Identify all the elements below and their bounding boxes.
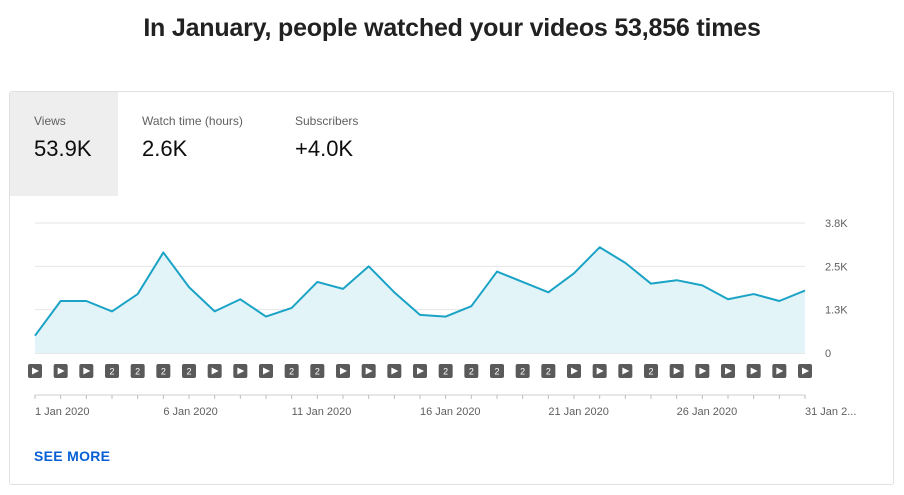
see-more-link[interactable]: SEE MORE [34, 448, 111, 464]
marker-count: 2 [520, 367, 525, 377]
play-icon [776, 367, 784, 375]
analytics-card: Views 53.9K Watch time (hours) 2.6K Subs… [9, 91, 894, 485]
tab-subscribers-label: Subscribers [295, 114, 359, 128]
y-tick-label: 1.3K [825, 305, 848, 317]
views-chart: 01.3K2.5K3.8K2 2 2 2 2 2 2 2 2 2 2 21 Jan 2020 6 Jan… [28, 218, 856, 418]
x-tick-label: 6 Jan 2020 [163, 406, 217, 418]
multiple-videos-marker[interactable] [515, 364, 530, 378]
play-icon [237, 367, 245, 375]
multiple-videos-marker[interactable] [541, 364, 556, 378]
marker-count: 2 [186, 367, 191, 377]
play-icon [802, 367, 809, 375]
play-icon [211, 367, 219, 375]
play-icon [32, 367, 39, 375]
multiple-videos-marker[interactable] [310, 364, 325, 378]
play-icon [391, 367, 399, 375]
x-tick-label: 21 Jan 2020 [548, 406, 609, 418]
marker-count: 2 [443, 367, 448, 377]
tab-subscribers[interactable]: Subscribers +4.0K [271, 92, 401, 196]
tab-views-label: Views [34, 114, 66, 128]
tab-watch-time-value: 2.6K [142, 136, 188, 161]
multiple-videos-marker[interactable] [182, 364, 196, 378]
tab-watch-time-label: Watch time (hours) [142, 114, 243, 128]
play-icon [596, 367, 604, 375]
play-icon [622, 367, 630, 375]
tab-views-value: 53.9K [34, 136, 92, 161]
marker-count: 2 [469, 367, 474, 377]
marker-count: 2 [289, 367, 294, 377]
multiple-videos-marker[interactable] [490, 364, 504, 378]
marker-count: 2 [135, 367, 140, 377]
tab-views[interactable]: Views 53.9K [10, 92, 118, 196]
x-tick-label: 1 Jan 2020 [35, 406, 89, 418]
play-icon [83, 367, 91, 375]
marker-count: 2 [546, 367, 551, 377]
x-tick-label: 11 Jan 2020 [292, 406, 352, 418]
tab-subscribers-value: +4.0K [295, 136, 354, 161]
multiple-videos-marker[interactable] [156, 364, 171, 378]
multiple-videos-marker[interactable] [130, 364, 145, 378]
x-tick-label: 31 Jan 2... [805, 406, 856, 418]
y-tick-label: 0 [825, 348, 831, 360]
play-icon [263, 367, 270, 375]
play-icon [699, 367, 707, 375]
play-icon [57, 367, 65, 375]
multiple-videos-marker[interactable] [464, 364, 479, 378]
marker-count: 2 [315, 367, 320, 377]
y-tick-label: 2.5K [825, 261, 848, 273]
play-icon [725, 367, 732, 375]
x-tick-label: 16 Jan 2020 [420, 406, 481, 418]
play-icon [750, 367, 758, 375]
marker-count: 2 [494, 367, 499, 377]
multiple-videos-marker[interactable] [105, 364, 119, 378]
multiple-videos-marker[interactable] [284, 364, 299, 378]
metric-tabs: Views 53.9K Watch time (hours) 2.6K Subs… [10, 92, 893, 196]
play-icon [365, 367, 373, 375]
multiple-videos-marker[interactable] [438, 364, 453, 378]
marker-count: 2 [109, 367, 114, 377]
page-headline: In January, people watched your videos 5… [143, 14, 761, 42]
marker-count: 2 [161, 367, 166, 377]
play-icon [417, 367, 424, 375]
views-area [35, 247, 805, 353]
play-icon [673, 367, 681, 375]
y-tick-label: 3.8K [825, 218, 848, 230]
marker-count: 2 [648, 367, 653, 377]
play-icon [571, 367, 578, 375]
tab-watch-time[interactable]: Watch time (hours) 2.6K [118, 92, 268, 196]
x-tick-label: 26 Jan 2020 [677, 406, 738, 418]
play-icon [340, 367, 347, 375]
views-line [34, 246, 806, 337]
multiple-videos-marker[interactable] [644, 364, 658, 378]
